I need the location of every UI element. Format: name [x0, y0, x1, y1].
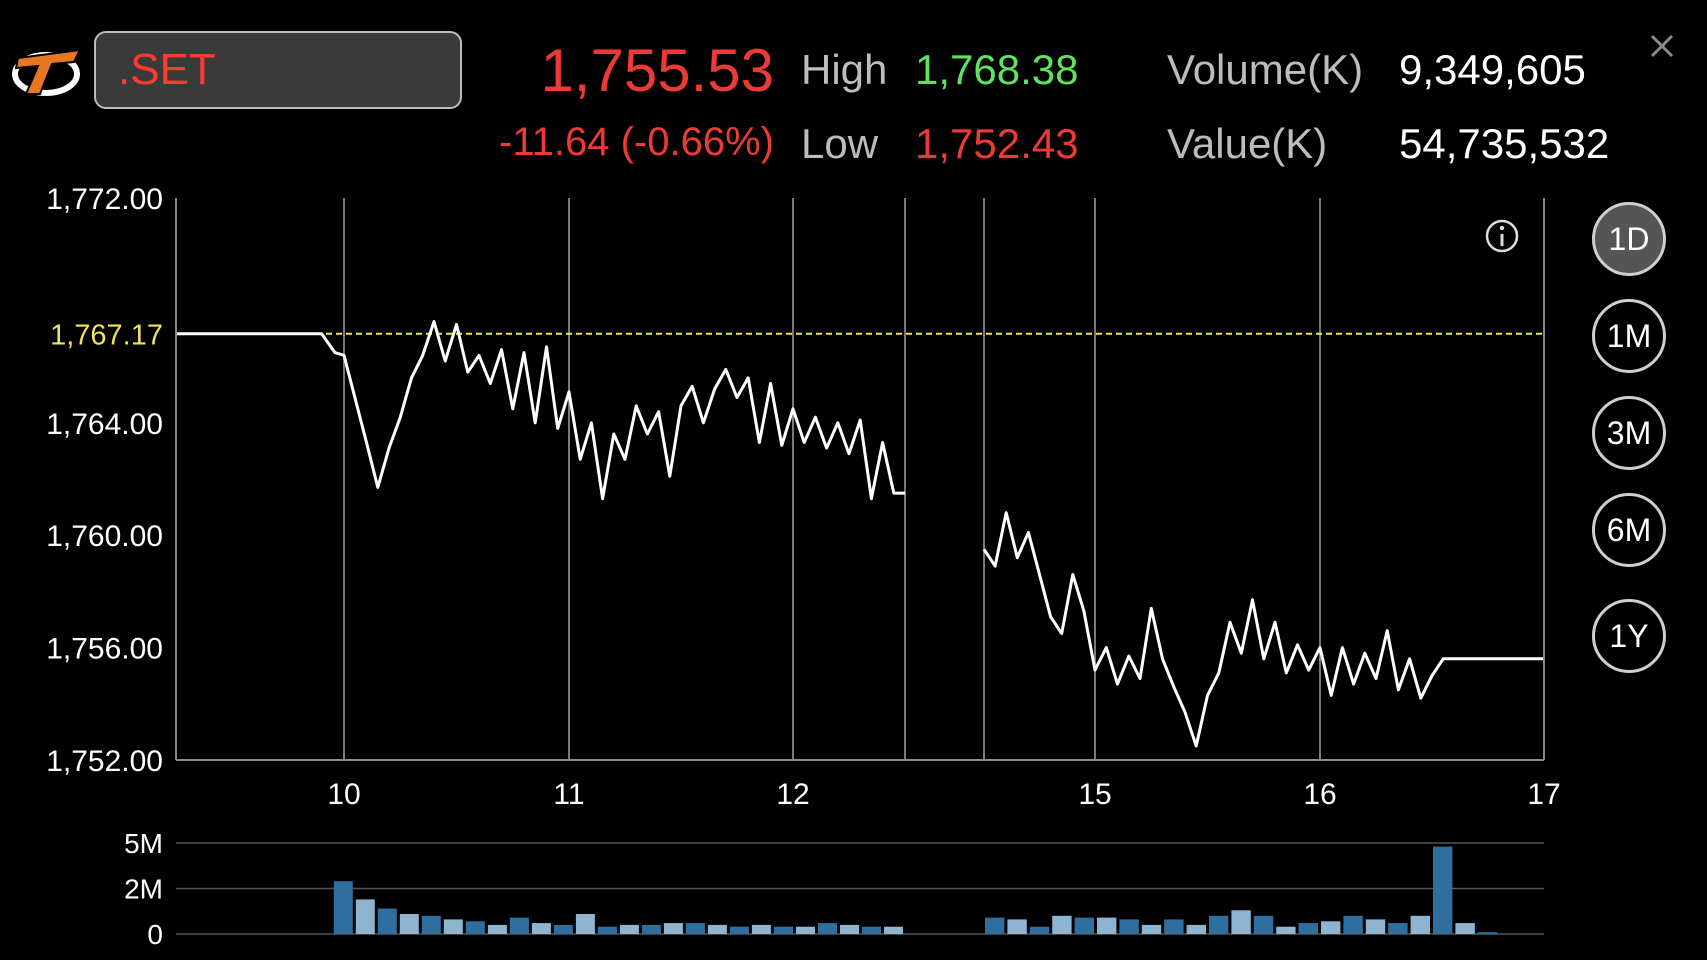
volume-bar	[751, 924, 771, 934]
x-tick-label: 11	[553, 778, 584, 811]
value-value: 54,735,532	[1399, 120, 1610, 167]
info-icon[interactable]	[1485, 219, 1519, 253]
timeframe-1m-button[interactable]: 1M	[1592, 299, 1666, 373]
volume-bar	[1433, 846, 1453, 934]
volume-bar	[1388, 923, 1408, 934]
volume-bar	[531, 923, 551, 934]
volume-bar	[985, 917, 1005, 934]
volume-bar	[1119, 919, 1139, 934]
x-tick-label: 17	[1527, 778, 1560, 811]
timeframe-label: 1Y	[1609, 617, 1649, 654]
morning-price-series	[176, 320, 905, 501]
volume-bar	[1164, 919, 1184, 934]
volume-bar	[553, 924, 573, 934]
volume-bar	[1321, 921, 1341, 934]
volume-bar	[509, 917, 529, 934]
low-value: 1,752.43	[915, 120, 1079, 167]
y-tick-label: 1,756.00	[46, 633, 163, 666]
volume-bar	[1477, 932, 1498, 934]
volume-bar	[1455, 923, 1475, 934]
x-tick-label: 10	[327, 778, 360, 811]
volume-bar	[840, 924, 859, 934]
volume-bar	[1209, 915, 1229, 934]
volume-tick-label: 2M	[124, 874, 163, 905]
afternoon-price-series	[982, 511, 1544, 748]
timeframe-1y-button[interactable]: 1Y	[1592, 599, 1666, 673]
settrade-logo	[12, 48, 82, 96]
last-price: 1,755.53	[540, 37, 774, 104]
volume-bar	[1231, 910, 1251, 934]
volume-bar	[1007, 919, 1027, 934]
symbol-box[interactable]: .SET	[94, 31, 462, 109]
symbol-text: .SET	[118, 45, 216, 94]
volume-bar	[774, 926, 793, 934]
price-axis: 1,772.00 1,764.00 1,760.00 1,756.00 1,752.00…	[46, 183, 1560, 811]
volume-bar	[421, 915, 441, 934]
volume-tick-label: 0	[147, 919, 163, 950]
timeframe-label: 1D	[1608, 220, 1650, 257]
volume-bar	[487, 924, 507, 934]
volume-bar	[1365, 919, 1386, 934]
timeframe-label: 1M	[1606, 317, 1652, 354]
volume-bar	[1343, 915, 1363, 934]
reference-label: 1,767.17	[50, 320, 163, 352]
volume-bar	[597, 926, 617, 934]
volume-bar	[1276, 926, 1296, 934]
y-tick-label: 1,764.00	[46, 408, 163, 441]
high-label: High	[801, 46, 888, 93]
y-tick-label: 1,752.00	[46, 745, 163, 778]
x-tick-label: 12	[776, 778, 809, 811]
volume-bar	[619, 924, 639, 934]
timeframe-label: 6M	[1606, 511, 1652, 548]
volume-bar	[1029, 926, 1050, 934]
x-tick-label: 15	[1078, 778, 1111, 811]
volume-value: 9,349,605	[1399, 46, 1586, 93]
close-icon[interactable]	[1642, 26, 1682, 66]
timeframe-1d-button[interactable]: 1D	[1592, 202, 1666, 276]
volume-bar	[1074, 917, 1094, 934]
volume-chart: 5M 2M 0	[124, 828, 1544, 950]
volume-bar	[707, 924, 727, 934]
volume-bar	[1097, 917, 1117, 934]
volume-bar	[641, 924, 661, 934]
volume-bar	[377, 908, 397, 934]
volume-label: Volume(K)	[1167, 46, 1364, 93]
volume-bar	[355, 899, 375, 934]
y-tick-label: 1,772.00	[46, 183, 163, 216]
high-value: 1,768.38	[915, 46, 1079, 93]
volume-bar	[443, 919, 463, 934]
volume-bar	[663, 923, 683, 934]
volume-bar	[1253, 915, 1274, 934]
x-tick-label: 16	[1303, 778, 1336, 811]
volume-bar	[1298, 923, 1318, 934]
volume-bar	[884, 926, 903, 934]
volume-bar	[465, 921, 485, 934]
timeframe-label: 3M	[1606, 414, 1652, 451]
volume-bar	[575, 914, 595, 934]
volume-bar	[1141, 924, 1162, 934]
volume-bar	[862, 926, 881, 934]
volume-bar	[796, 926, 815, 934]
volume-bar	[1186, 924, 1206, 934]
y-tick-label: 1,760.00	[46, 520, 163, 553]
timeframe-6m-button[interactable]: 6M	[1592, 493, 1666, 567]
volume-bar	[1410, 915, 1430, 934]
price-line	[176, 320, 1544, 748]
volume-bar	[333, 881, 353, 934]
low-label: Low	[801, 120, 879, 167]
volume-bar	[399, 914, 419, 934]
volume-bar	[685, 923, 705, 934]
volume-bar	[729, 926, 749, 934]
volume-bar	[1052, 915, 1072, 934]
price-change: -11.64 (-0.66%)	[499, 120, 774, 164]
value-label: Value(K)	[1167, 120, 1328, 167]
volume-tick-label: 5M	[124, 828, 163, 859]
timeframe-3m-button[interactable]: 3M	[1592, 396, 1666, 470]
volume-bar	[818, 923, 837, 934]
